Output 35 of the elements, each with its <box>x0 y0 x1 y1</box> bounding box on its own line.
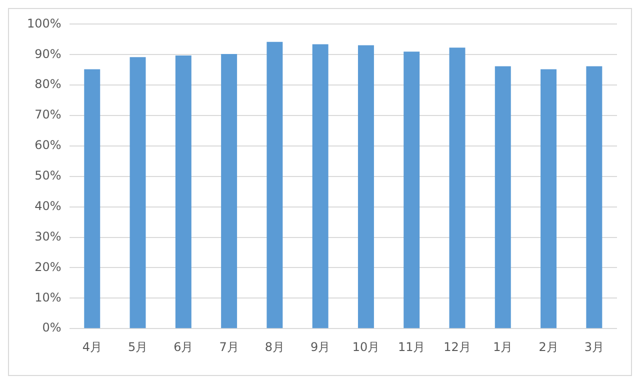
bar <box>494 66 511 328</box>
x-tick-label: 9月 <box>310 340 330 354</box>
y-tick-label: 60% <box>34 138 62 152</box>
bar <box>130 57 146 328</box>
y-tick-label: 50% <box>34 168 62 183</box>
bar <box>404 52 420 328</box>
y-tick-label: 40% <box>34 198 62 213</box>
x-tick-label: 2月 <box>538 340 558 354</box>
x-tick-label: 4月 <box>82 340 102 354</box>
bar <box>266 42 283 328</box>
y-tick-label: 30% <box>34 229 62 244</box>
x-tick-label: 10月 <box>352 340 380 354</box>
x-tick-label: 3月 <box>584 340 604 354</box>
bar <box>84 69 100 328</box>
x-tick-label: 11月 <box>398 340 426 354</box>
y-tick-label: 70% <box>34 108 62 122</box>
x-tick-label: 1月 <box>493 340 513 354</box>
y-tick-label: 100% <box>26 16 62 30</box>
bar <box>312 44 328 328</box>
bar <box>449 48 466 328</box>
x-tick-label: 12月 <box>444 340 471 354</box>
bar <box>358 45 374 328</box>
y-tick-label: 80% <box>34 77 62 92</box>
y-tick-label: 90% <box>34 46 62 61</box>
x-tick-label: 5月 <box>128 340 148 354</box>
x-tick-label: 7月 <box>219 340 239 354</box>
x-tick-label: 8月 <box>264 340 285 354</box>
bar <box>221 54 238 328</box>
y-tick-label: 10% <box>34 290 62 304</box>
y-tick-label: 0% <box>42 320 62 335</box>
y-tick-label: 20% <box>34 260 62 274</box>
bar <box>175 56 192 328</box>
bar <box>586 66 602 328</box>
bar <box>540 69 557 328</box>
x-tick-label: 6月 <box>174 340 194 354</box>
